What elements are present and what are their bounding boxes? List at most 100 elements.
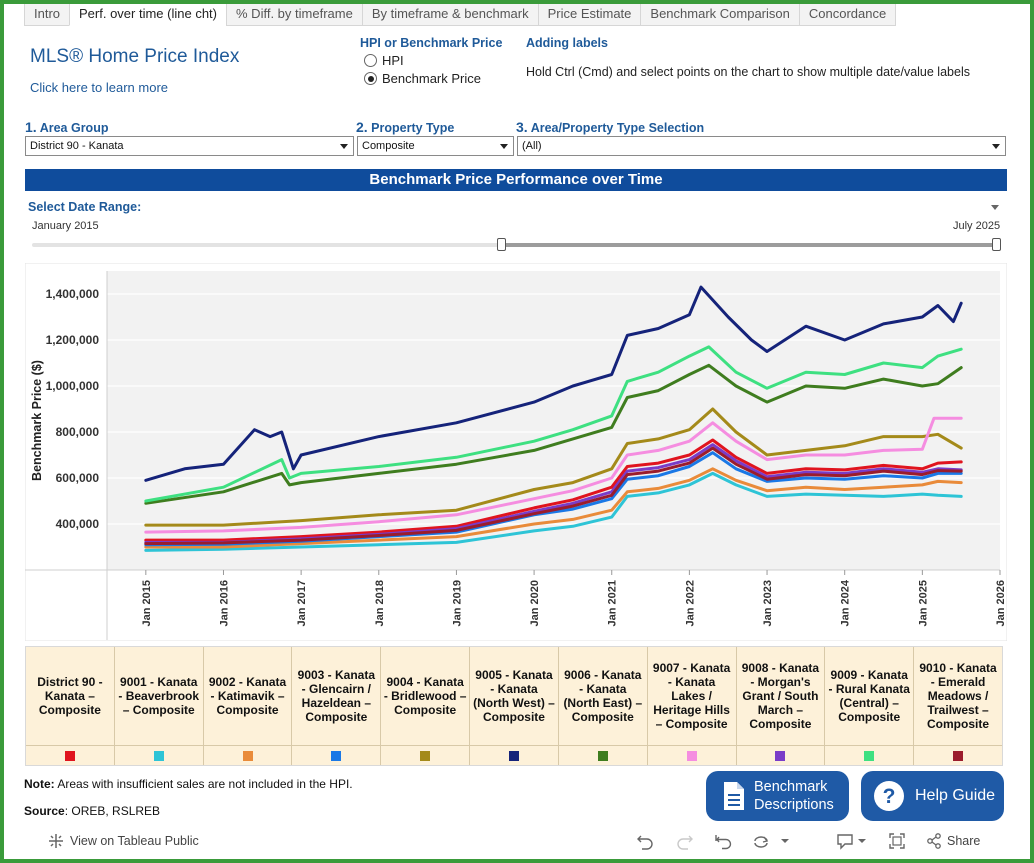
selection-value: (All) xyxy=(522,140,542,152)
legend: District 90 - Kanata – Composite 9001 - K… xyxy=(25,646,1003,766)
y-tick-label: 800,000 xyxy=(56,425,100,439)
radio-benchmark-price[interactable]: Benchmark Price xyxy=(364,71,481,86)
legend-swatch-row xyxy=(470,745,558,766)
tab-perf-over-time[interactable]: Perf. over time (line cht) xyxy=(69,4,228,26)
source-prefix: Source xyxy=(24,804,65,818)
benchmark-descriptions-button[interactable]: Benchmark Descriptions xyxy=(706,771,849,821)
legend-swatch-row xyxy=(114,745,203,766)
legend-item[interactable]: 9003 - Kanata - Glencairn / Hazeldean – … xyxy=(292,647,382,766)
line-chart[interactable]: 400,000 600,000 800,000 1,000,000 1,200,000 1… xyxy=(25,263,1007,641)
series-line[interactable] xyxy=(144,363,963,505)
series-line[interactable] xyxy=(144,438,963,542)
source-text: Source: OREB, RSLREB xyxy=(24,804,160,818)
legend-label: 9004 - Kanata - Bridlewood – Composite xyxy=(383,675,467,717)
area-property-selection-select[interactable]: (All) xyxy=(517,136,1006,156)
chevron-down-icon[interactable] xyxy=(857,838,867,844)
radio-hpi-circle[interactable] xyxy=(364,54,377,67)
selection-label: 3. Area/Property Type Selection xyxy=(516,119,704,135)
legend-item[interactable]: District 90 - Kanata – Composite xyxy=(26,647,115,765)
property-type-select[interactable]: Composite xyxy=(357,136,514,156)
view-on-tableau-public-label: View on Tableau Public xyxy=(70,834,199,848)
legend-swatch xyxy=(420,751,431,761)
series-line[interactable] xyxy=(144,416,963,534)
chevron-down-icon xyxy=(500,144,508,149)
legend-item[interactable]: 9004 - Kanata - Bridlewood – Composite xyxy=(381,647,471,765)
x-tick-label: Jan 2019 xyxy=(451,580,463,626)
legend-item[interactable]: 9005 - Kanata - Kanata (North West) – Co… xyxy=(470,647,559,765)
undo-icon[interactable] xyxy=(636,832,654,850)
redo-icon[interactable] xyxy=(676,832,694,850)
series-line[interactable] xyxy=(144,345,963,503)
fullscreen-icon[interactable] xyxy=(888,832,906,850)
date-range-end-handle[interactable] xyxy=(992,238,1001,251)
adding-labels-title: Adding labels xyxy=(526,36,608,50)
tab-benchmark-comparison[interactable]: Benchmark Comparison xyxy=(640,4,800,26)
legend-label: 9008 - Kanata - Morgan's Grant / South M… xyxy=(741,661,820,731)
legend-item[interactable]: 9008 - Kanata - Morgan's Grant / South M… xyxy=(736,647,826,766)
tab-diff-by-timeframe[interactable]: % Diff. by timeframe xyxy=(226,4,363,26)
chevron-down-icon[interactable] xyxy=(780,838,790,844)
series-line[interactable] xyxy=(144,446,963,546)
svg-text:?: ? xyxy=(883,785,896,808)
revert-icon[interactable] xyxy=(714,832,732,850)
date-range-menu-icon[interactable] xyxy=(991,205,999,210)
share-icon xyxy=(927,833,941,849)
legend-item[interactable]: 9002 - Kanata - Katimavik – Composite xyxy=(203,647,293,765)
series-line[interactable] xyxy=(144,407,963,527)
series-line[interactable] xyxy=(144,285,963,482)
x-tick-label: Jan 2025 xyxy=(917,580,929,626)
area-group-label: 1. Area Group xyxy=(25,119,108,135)
share-button[interactable]: Share xyxy=(926,833,980,849)
learn-more-link[interactable]: Click here to learn more xyxy=(30,80,168,95)
selection-num: 3. xyxy=(516,119,528,135)
tableau-logo-icon xyxy=(49,834,63,848)
legend-item[interactable]: 9009 - Kanata - Rural Kanata (Central) –… xyxy=(825,647,915,766)
legend-swatch-row xyxy=(292,745,381,766)
note-text: Note: Areas with insufficient sales are … xyxy=(24,777,353,791)
note-prefix: Note: xyxy=(24,777,55,791)
date-range-start-handle[interactable] xyxy=(497,238,506,251)
legend-label: 9007 - Kanata - Kanata Lakes / Heritage … xyxy=(652,661,731,731)
tab-by-timeframe-benchmark[interactable]: By timeframe & benchmark xyxy=(361,4,539,26)
legend-item[interactable]: 9006 - Kanata - Kanata (North East) – Co… xyxy=(558,647,648,766)
property-type-value: Composite xyxy=(362,140,415,152)
help-guide-button[interactable]: ? Help Guide xyxy=(861,771,1004,821)
property-type-text: Property Type xyxy=(371,121,455,135)
tab-intro[interactable]: Intro xyxy=(24,4,71,26)
legend-label: 9003 - Kanata - Glencairn / Hazeldean – … xyxy=(297,668,376,724)
legend-item[interactable]: 9001 - Kanata - Beaverbrook – Composite xyxy=(114,647,204,766)
legend-swatch xyxy=(597,751,608,761)
comment-icon[interactable] xyxy=(836,832,854,850)
legend-swatch xyxy=(686,751,697,761)
area-group-select[interactable]: District 90 - Kanata xyxy=(25,136,354,156)
tab-price-estimate[interactable]: Price Estimate xyxy=(537,4,642,26)
legend-label: 9001 - Kanata - Beaverbrook – Composite xyxy=(118,675,200,717)
area-group-num: 1. xyxy=(25,119,37,135)
date-range-slider-fill xyxy=(502,243,997,247)
selection-text: Area/Property Type Selection xyxy=(530,121,705,135)
series-line[interactable] xyxy=(144,471,963,552)
radio-hpi[interactable]: HPI xyxy=(364,53,404,68)
legend-swatch-row xyxy=(736,745,825,766)
legend-swatch xyxy=(153,751,164,761)
refresh-icon[interactable] xyxy=(752,832,770,850)
area-group-text: Area Group xyxy=(39,121,109,135)
tab-concordance[interactable]: Concordance xyxy=(798,4,897,26)
legend-label: 9010 - Kanata - Emerald Meadows / Trailw… xyxy=(919,661,997,731)
tableau-toolbar xyxy=(4,828,1030,856)
benchmark-button-text: Benchmark Descriptions xyxy=(754,778,834,814)
legend-item[interactable]: 9007 - Kanata - Kanata Lakes / Heritage … xyxy=(647,647,737,765)
property-type-num: 2. xyxy=(356,119,368,135)
view-on-tableau-public-link[interactable]: View on Tableau Public xyxy=(48,833,199,849)
x-tick-label: Jan 2022 xyxy=(684,580,696,626)
legend-swatch-row xyxy=(825,745,914,766)
legend-swatch-row xyxy=(558,745,647,766)
series-line[interactable] xyxy=(144,467,963,549)
radio-benchmark-circle[interactable] xyxy=(364,72,377,85)
y-tick-label: 1,000,000 xyxy=(46,379,100,393)
legend-swatch xyxy=(953,751,964,761)
legend-swatch-row xyxy=(914,745,1002,766)
line-chart-svg[interactable]: 400,000 600,000 800,000 1,000,000 1,200,000 1… xyxy=(25,263,1007,641)
y-tick-label: 600,000 xyxy=(56,471,100,485)
legend-item[interactable]: 9010 - Kanata - Emerald Meadows / Trailw… xyxy=(914,647,1002,765)
